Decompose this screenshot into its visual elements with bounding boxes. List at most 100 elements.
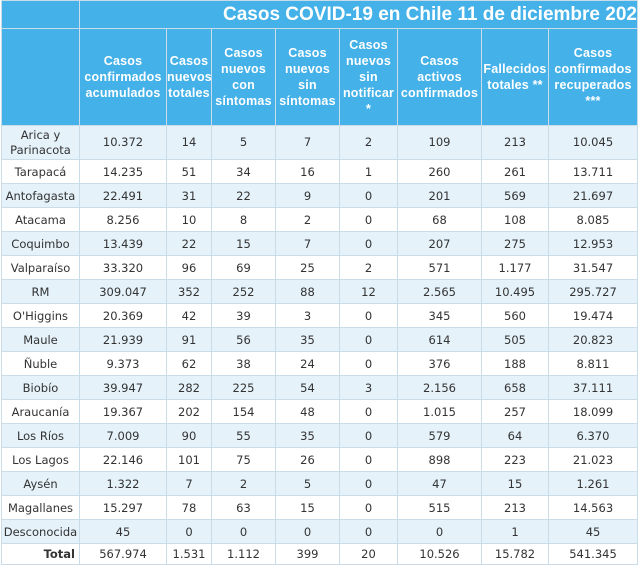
cell-activos: 47 bbox=[397, 471, 482, 496]
table-row: Biobío 39.947 282 225 54 3 2.156 658 37.111 bbox=[1, 375, 638, 400]
cell-region: Arica y Parinacota bbox=[1, 125, 80, 160]
cell-con-sintomas: 39 bbox=[211, 303, 276, 328]
cell-fallecidos: 64 bbox=[481, 423, 549, 448]
cell-acumulados: 33.320 bbox=[79, 255, 167, 280]
cell-region: Biobío bbox=[1, 375, 80, 400]
cell-acumulados: 1.322 bbox=[79, 471, 167, 496]
cell-con-sintomas: 252 bbox=[211, 279, 276, 304]
total-row: Total 567.974 1.531 1.112 399 20 10.526 15.782 5… bbox=[1, 543, 638, 565]
cell-activos: 0 bbox=[397, 519, 482, 544]
cell-sin-sintomas: 54 bbox=[275, 375, 340, 400]
table-row: Araucanía 19.367 202 154 48 0 1.015 257 18.099 bbox=[1, 399, 638, 424]
column-header-nuevos-totales: Casos nuevos totales bbox=[166, 28, 212, 126]
title-row: Casos COVID-19 en Chile 11 de diciembre … bbox=[1, 0, 638, 29]
table-title: Casos COVID-19 en Chile 11 de diciembre … bbox=[78, 0, 638, 29]
cell-region: Los Ríos bbox=[1, 423, 80, 448]
table-row: Atacama 8.256 10 8 2 0 68 108 8.085 bbox=[1, 207, 638, 232]
cell-acumulados: 22.491 bbox=[79, 183, 167, 208]
cell-region: Desconocida bbox=[1, 519, 80, 544]
cell-acumulados: 22.146 bbox=[79, 447, 167, 472]
cell-region: Aysén bbox=[1, 471, 80, 496]
cell-acumulados: 15.297 bbox=[79, 495, 167, 520]
total-sin-notificar: 20 bbox=[339, 543, 398, 565]
cell-sin-sintomas: 48 bbox=[275, 399, 340, 424]
cell-nuevos-totales: 96 bbox=[166, 255, 212, 280]
table-row: Los Ríos 7.009 90 55 35 0 579 64 6.370 bbox=[1, 423, 638, 448]
total-region: Total bbox=[1, 543, 80, 565]
cell-con-sintomas: 15 bbox=[211, 231, 276, 256]
cell-nuevos-totales: 352 bbox=[166, 279, 212, 304]
cell-activos: 571 bbox=[397, 255, 482, 280]
table-row: Antofagasta 22.491 31 22 9 0 201 569 21.697 bbox=[1, 183, 638, 208]
cell-recuperados: 8.085 bbox=[547, 207, 638, 232]
cell-fallecidos: 213 bbox=[481, 125, 549, 160]
cell-fallecidos: 505 bbox=[481, 327, 549, 352]
cell-con-sintomas: 225 bbox=[211, 375, 276, 400]
cell-sin-sintomas: 7 bbox=[275, 231, 340, 256]
cell-fallecidos: 188 bbox=[481, 351, 549, 376]
header-row: Casos confirmados acumulados Casos nuevo… bbox=[1, 28, 638, 126]
table-row: O'Higgins 20.369 42 39 3 0 345 560 19.474 bbox=[1, 303, 638, 328]
table-row: RM 309.047 352 252 88 12 2.565 10.495 295.727 bbox=[1, 279, 638, 304]
cell-recuperados: 295.727 bbox=[547, 279, 638, 304]
cell-fallecidos: 569 bbox=[481, 183, 549, 208]
cell-fallecidos: 15 bbox=[481, 471, 549, 496]
cell-recuperados: 8.811 bbox=[547, 351, 638, 376]
cell-sin-sintomas: 15 bbox=[275, 495, 340, 520]
cell-sin-sintomas: 88 bbox=[275, 279, 340, 304]
column-header-con-sintomas: Casos nuevos con síntomas bbox=[211, 28, 276, 126]
cell-activos: 260 bbox=[397, 159, 482, 184]
cell-recuperados: 31.547 bbox=[547, 255, 638, 280]
cell-nuevos-totales: 51 bbox=[166, 159, 212, 184]
cell-activos: 2.156 bbox=[397, 375, 482, 400]
cell-sin-sintomas: 35 bbox=[275, 423, 340, 448]
total-nuevos-totales: 1.531 bbox=[166, 543, 212, 565]
table-row: Los Lagos 22.146 101 75 26 0 898 223 21.023 bbox=[1, 447, 638, 472]
cell-acumulados: 9.373 bbox=[79, 351, 167, 376]
cell-sin-sintomas: 7 bbox=[275, 125, 340, 160]
total-fallecidos: 15.782 bbox=[481, 543, 549, 565]
cell-fallecidos: 223 bbox=[481, 447, 549, 472]
cell-fallecidos: 213 bbox=[481, 495, 549, 520]
corner-cell bbox=[1, 0, 80, 29]
cell-acumulados: 10.372 bbox=[79, 125, 167, 160]
table-row: Arica y Parinacota 10.372 14 5 7 2 109 213 10.04… bbox=[1, 125, 638, 160]
cell-con-sintomas: 5 bbox=[211, 125, 276, 160]
cell-fallecidos: 257 bbox=[481, 399, 549, 424]
cell-acumulados: 21.939 bbox=[79, 327, 167, 352]
cell-sin-notificar: 0 bbox=[339, 183, 398, 208]
cell-sin-sintomas: 16 bbox=[275, 159, 340, 184]
cell-fallecidos: 658 bbox=[481, 375, 549, 400]
table-row: Valparaíso 33.320 96 69 25 2 571 1.177 31.547 bbox=[1, 255, 638, 280]
cell-sin-notificar: 1 bbox=[339, 159, 398, 184]
cell-con-sintomas: 63 bbox=[211, 495, 276, 520]
cell-fallecidos: 1.177 bbox=[481, 255, 549, 280]
cell-nuevos-totales: 202 bbox=[166, 399, 212, 424]
cell-sin-notificar: 12 bbox=[339, 279, 398, 304]
cell-con-sintomas: 38 bbox=[211, 351, 276, 376]
cell-con-sintomas: 75 bbox=[211, 447, 276, 472]
cell-recuperados: 1.261 bbox=[547, 471, 638, 496]
cell-nuevos-totales: 91 bbox=[166, 327, 212, 352]
cell-con-sintomas: 2 bbox=[211, 471, 276, 496]
cell-activos: 515 bbox=[397, 495, 482, 520]
table-row: Magallanes 15.297 78 63 15 0 515 213 14.563 bbox=[1, 495, 638, 520]
cell-region: Los Lagos bbox=[1, 447, 80, 472]
column-header-activos: Casos activos confirmados bbox=[397, 28, 482, 126]
cell-region: RM bbox=[1, 279, 80, 304]
cell-recuperados: 6.370 bbox=[547, 423, 638, 448]
cell-activos: 2.565 bbox=[397, 279, 482, 304]
cell-sin-notificar: 0 bbox=[339, 231, 398, 256]
total-sin-sintomas: 399 bbox=[275, 543, 340, 565]
cell-nuevos-totales: 62 bbox=[166, 351, 212, 376]
cell-region: Maule bbox=[1, 327, 80, 352]
cell-region: Ñuble bbox=[1, 351, 80, 376]
cell-sin-sintomas: 2 bbox=[275, 207, 340, 232]
cell-activos: 614 bbox=[397, 327, 482, 352]
table-row: Tarapacá 14.235 51 34 16 1 260 261 13.711 bbox=[1, 159, 638, 184]
cell-sin-notificar: 0 bbox=[339, 495, 398, 520]
cell-sin-notificar: 0 bbox=[339, 471, 398, 496]
cell-acumulados: 14.235 bbox=[79, 159, 167, 184]
cell-region: Atacama bbox=[1, 207, 80, 232]
cell-nuevos-totales: 42 bbox=[166, 303, 212, 328]
